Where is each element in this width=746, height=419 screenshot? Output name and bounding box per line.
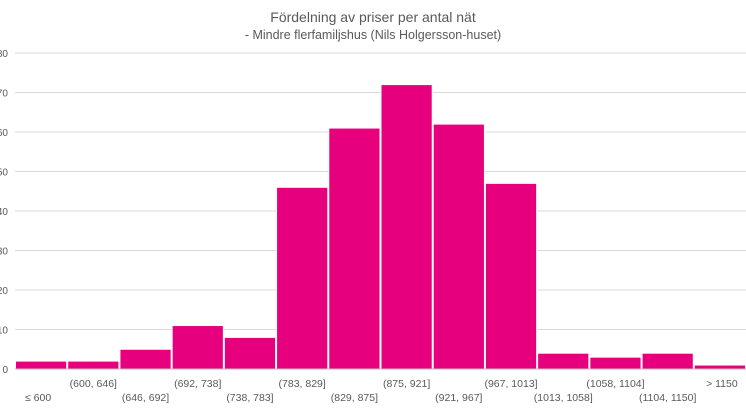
bar — [328, 127, 381, 370]
x-tick-label: (738, 783] — [226, 392, 273, 404]
x-tick-label: > 1150 — [706, 378, 738, 390]
x-axis: ≤ 600 (600, 646] (646, 692] (692, 738] (738,… — [15, 368, 746, 404]
bar — [432, 123, 485, 370]
bar — [67, 360, 120, 370]
y-tick-label: 40 — [0, 207, 8, 218]
chart-subtitle: - Mindre flerfamiljshus (Nils Holgersson… — [244, 28, 502, 42]
x-tick-label: (1013, 1058] — [534, 392, 593, 404]
x-tick-label: (1058, 1104] — [586, 378, 644, 390]
x-tick-label: (600, 646] — [70, 378, 117, 390]
y-tick-label: 10 — [0, 326, 8, 337]
y-tick-label: 20 — [0, 286, 8, 297]
bars — [15, 84, 746, 370]
bar — [641, 352, 694, 370]
bar — [693, 364, 746, 370]
bar — [537, 352, 590, 370]
bar — [119, 348, 172, 370]
bar — [15, 360, 68, 370]
x-tick-label: (967, 1013] — [484, 378, 537, 390]
bar — [484, 182, 538, 370]
y-tick-label: 70 — [0, 89, 8, 100]
x-tick-label: (646, 692] — [122, 392, 169, 404]
bar — [589, 356, 642, 370]
y-tick-label: 60 — [0, 128, 8, 139]
y-tick-label: 50 — [0, 168, 8, 179]
y-tick-label: 80 — [0, 49, 8, 60]
bar — [223, 336, 277, 370]
bar — [171, 325, 224, 370]
bar — [276, 186, 329, 370]
x-tick-label: (1104, 1150] — [639, 392, 696, 404]
x-tick-label: (783, 829] — [279, 378, 326, 390]
x-tick-label: ≤ 600 — [25, 392, 51, 404]
gridlines — [15, 52, 746, 370]
chart-title: Fördelning av priser per antal nät — [270, 9, 476, 25]
x-tick-label: (692, 738] — [174, 378, 221, 390]
x-tick-label: (921, 967] — [435, 392, 482, 404]
bar — [380, 84, 433, 370]
y-tick-label: 0 — [2, 365, 8, 376]
y-tick-label: 30 — [0, 247, 8, 258]
x-tick-label: (875, 921] — [383, 378, 430, 390]
x-tick-label: (829, 875] — [331, 392, 378, 404]
y-axis: 0 10 20 30 40 50 60 70 80 — [0, 49, 8, 376]
